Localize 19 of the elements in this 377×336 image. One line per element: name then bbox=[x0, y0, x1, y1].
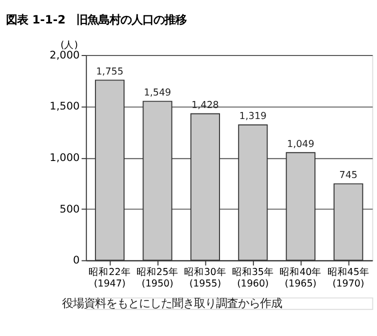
x-tick-label: 昭和22年 (1947) bbox=[88, 266, 131, 290]
chart-title: 図表 1-1-2 旧魚島村の人口の推移 bbox=[6, 12, 187, 27]
x-tick-label: 昭和25年 (1950) bbox=[136, 266, 179, 290]
y-tick-label: 1,500 bbox=[50, 100, 80, 113]
data-label: 745 bbox=[339, 170, 358, 182]
text: 役場資料をもとにした聞き取り調査から作成 bbox=[62, 296, 282, 310]
x-tick-label: 昭和30年 (1955) bbox=[184, 266, 226, 290]
data-label: 1,319 bbox=[239, 111, 267, 122]
y-tick-label: 500 bbox=[60, 203, 80, 216]
data-label: 1,049 bbox=[286, 138, 314, 150]
x-tick-label: 昭和35年 (1960) bbox=[232, 266, 274, 290]
y-tick-label: 0 bbox=[73, 254, 80, 267]
data-label: 1,755 bbox=[96, 66, 124, 78]
y-tick-label: 1,000 bbox=[50, 152, 80, 164]
x-tick-label: 昭和40年 (1965) bbox=[280, 266, 322, 290]
y-tick-label: 2,000 bbox=[50, 49, 80, 62]
data-label: 1,549 bbox=[144, 88, 172, 99]
y-axis-title: (人) bbox=[60, 40, 78, 51]
x-tick-label: 昭和45年 (1970) bbox=[327, 266, 370, 290]
